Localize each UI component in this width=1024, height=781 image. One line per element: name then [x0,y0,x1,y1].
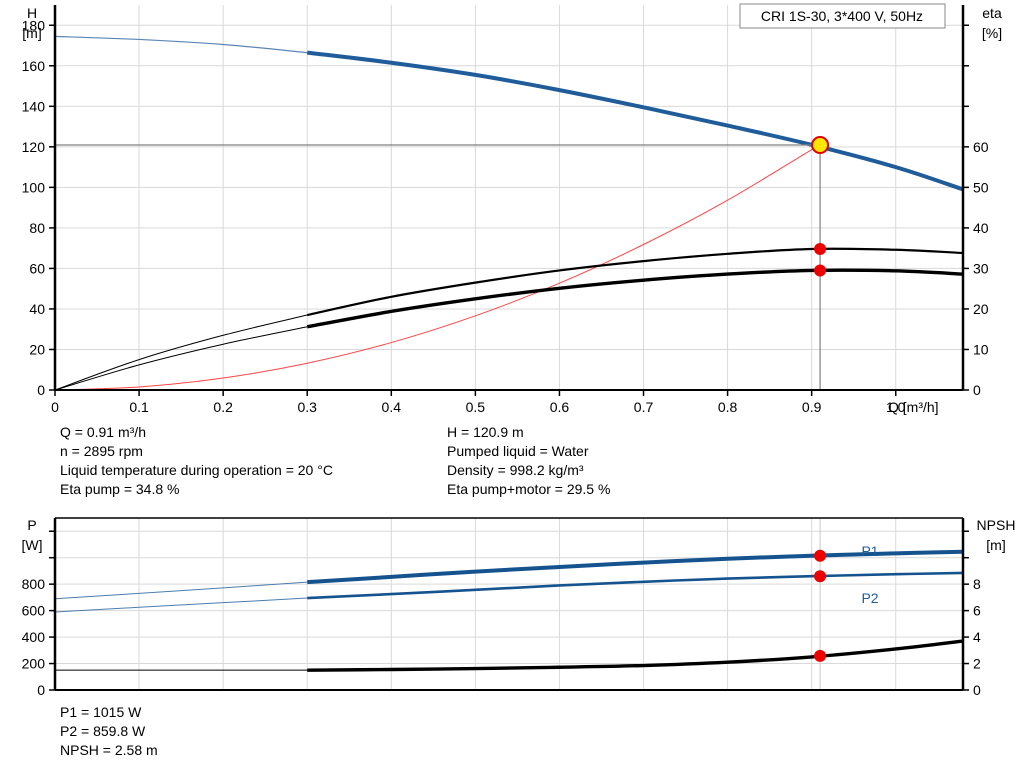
y-tick-label-right: 2 [973,656,981,672]
y-tick-label-left: 180 [22,17,46,33]
y-tick-label-right: 30 [973,260,989,276]
power-series-labels: P1 P2 [861,543,878,606]
y-tick-label-right: 6 [973,603,981,619]
info-line-n: n = 2895 rpm [60,443,143,459]
info-line-p1: P1 = 1015 W [60,704,142,720]
y-tick-label-right: 10 [973,341,989,357]
x-axis-label: Q [m³/h] [888,399,939,415]
y-tick-label-left: 20 [29,341,45,357]
y-axis-left-label-line2: [m] [22,25,41,41]
y-tick-label-left: 0 [37,682,45,698]
operating-info-right: H = 120.9 m Pumped liquid = Water Densit… [447,423,610,499]
operating-point-top [55,136,830,390]
head-curve [306,50,964,192]
y-axis-right-label-line1: eta [982,5,1002,21]
info-line-density: Density = 998.2 kg/m³ [447,462,584,478]
npsh-curve-group [55,639,964,672]
info-line-liquid: Pumped liquid = Water [447,443,589,459]
info-line-eta-pump-motor: Eta pump+motor = 29.5 % [447,481,611,497]
x-tick-label: 1.0 [886,399,906,415]
y-tick-label-left: 0 [37,382,45,398]
title-box: CRI 1S-30, 3*400 V, 50Hz [739,3,946,29]
y-tick-label-left: 600 [22,603,46,619]
operating-point-marker-npsh[interactable] [814,649,827,662]
operating-point-marker-p2[interactable] [814,570,827,583]
y-tick-label-left: 400 [22,629,46,645]
x-tick-label: 0.1 [129,399,149,415]
y-tick-label-right: 4 [973,629,981,645]
operating-info-left: Q = 0.91 m³/h n = 2895 rpm Liquid temper… [60,423,333,499]
eta-pump-motor-curve [306,268,964,329]
y-tick-label-left: 60 [29,260,45,276]
top-grid [54,5,963,391]
y-axis-left-label-line2: [W] [22,537,43,553]
y-tick-label-left: 160 [22,58,46,74]
y-tick-label-right: 50 [973,179,989,195]
info-line-h: H = 120.9 m [447,424,524,440]
info-line-npsh: NPSH = 2.58 m [60,742,158,758]
duty-curve-group [54,143,822,391]
p1-curve-extrapolated [54,581,308,600]
bottom-chart: 0 200 400 600 800 0 2 4 6 8 P [W] NPSH [m] P1 P2 [22,517,1016,698]
y-axis-left-label-line1: H [27,5,37,21]
x-tick-label: 0.5 [466,399,486,415]
y-tick-label-left: 40 [29,301,45,317]
y-axis-right-label-line2: [%] [982,25,1002,41]
eta-pump-curve-extrapolated [54,314,308,391]
operating-point-marker-head[interactable] [811,136,830,155]
top-axes: 0 20 40 60 80 100 120 140 160 180 0 10 20 30 40 50 60 0 0.… [22,5,1002,415]
eta-pump-curve [306,247,964,317]
p2-curve [307,571,964,600]
y-tick-label-left: 120 [22,139,46,155]
power-curves-group [54,549,964,613]
y-tick-label-right: 8 [973,576,981,592]
power-info-block: P1 = 1015 W P2 = 859.8 W NPSH = 2.58 m [60,703,158,760]
title-box-frame [739,3,946,29]
operating-point-marker-p1[interactable] [814,549,827,562]
x-tick-label: 0.4 [382,399,402,415]
head-curve-group [54,35,964,192]
operating-point-bottom [814,518,827,690]
y-tick-label-right: 60 [973,139,989,155]
top-chart: 0 20 40 60 80 100 120 140 160 180 0 10 20 30 40 50 60 0 0.… [22,3,1002,415]
x-tick-label: 0.6 [550,399,570,415]
y-tick-label-left: 140 [22,98,46,114]
bottom-axes: 0 200 400 600 800 0 2 4 6 8 P [W] NPSH [m] [22,517,1016,698]
y-tick-label-right: 20 [973,301,989,317]
x-tick-label: 0 [51,399,59,415]
npsh-curve [307,639,964,672]
info-line-q: Q = 0.91 m³/h [60,424,146,440]
title-box-label: CRI 1S-30, 3*400 V, 50Hz [761,8,923,24]
operating-point-marker-eta-pump-motor[interactable] [814,264,827,277]
y-tick-label-left: 200 [22,656,46,672]
info-line-temperature: Liquid temperature during operation = 20… [60,462,333,478]
p2-series-label: P2 [861,590,878,606]
p1-curve [307,549,964,585]
y-tick-label-left: 800 [22,576,46,592]
p2-curve-extrapolated [54,597,308,613]
duty-curve [54,143,822,391]
eta-curves-group [54,247,964,391]
y-tick-label-left: 100 [22,179,46,195]
y-axis-right-label-line1: NPSH [977,517,1016,533]
y-tick-label-right: 0 [973,682,981,698]
x-tick-label: 0.7 [634,399,654,415]
y-tick-label-left: 80 [29,220,45,236]
y-tick-label-right: 40 [973,220,989,236]
x-tick-label: 0.8 [718,399,738,415]
x-tick-label: 0.3 [297,399,317,415]
head-curve-extrapolated [54,35,308,54]
x-tick-label: 0.2 [213,399,233,415]
info-line-eta-pump: Eta pump = 34.8 % [60,481,180,497]
info-line-p2: P2 = 859.8 W [60,723,146,739]
p1-series-label: P1 [861,543,878,559]
y-tick-label-right: 0 [973,382,981,398]
operating-point-marker-eta-pump[interactable] [814,242,827,255]
y-axis-right-label-line2: [m] [986,537,1005,553]
eta-pump-motor-curve-extrapolated [54,326,308,391]
x-tick-label: 0.9 [802,399,822,415]
y-axis-left-label-line1: P [27,517,36,533]
